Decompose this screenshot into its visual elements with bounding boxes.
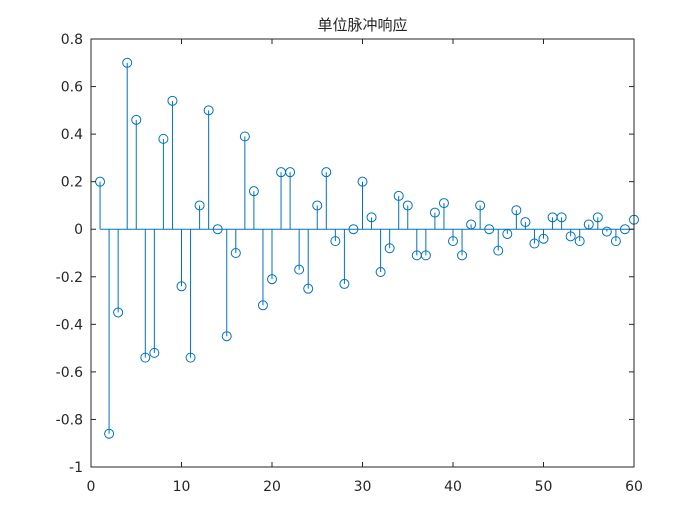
stem-marker <box>556 212 567 223</box>
stem-marker <box>493 245 504 256</box>
stem-marker <box>348 224 359 235</box>
stem-marker <box>158 133 169 144</box>
stem-marker <box>520 217 531 228</box>
stem-marker <box>393 190 404 201</box>
stem-marker <box>230 248 241 258</box>
stem-marker <box>601 226 612 237</box>
stem-marker <box>321 167 332 178</box>
stem-marker <box>212 224 223 235</box>
stem-marker <box>375 267 386 278</box>
y-tick-label: -0.4 <box>56 317 83 333</box>
stem-marker <box>104 428 115 439</box>
stem-marker <box>339 278 350 289</box>
x-tick-label: 40 <box>444 479 462 495</box>
y-tick-label: -1 <box>69 460 83 476</box>
stem-marker <box>366 212 377 223</box>
stem-marker <box>185 352 196 363</box>
stem-marker <box>267 274 277 285</box>
stem-marker <box>176 281 187 292</box>
x-tick-label: 30 <box>354 479 372 495</box>
stem-marker <box>457 250 468 261</box>
y-tick-label: 0.4 <box>61 127 83 143</box>
x-tick-label: 0 <box>87 479 96 495</box>
stem-marker <box>511 205 522 216</box>
stem-marker <box>538 233 549 244</box>
stem-marker <box>122 57 133 68</box>
x-tick-label: 60 <box>625 479 643 495</box>
stem-marker <box>140 352 151 363</box>
stem-marker <box>466 219 477 230</box>
stem-marker <box>303 283 314 294</box>
stem-marker <box>529 238 540 249</box>
y-tick-label: 0.6 <box>61 80 83 96</box>
stem-marker <box>294 264 305 275</box>
y-tick-label: 0.2 <box>61 175 83 191</box>
stem-marker <box>475 200 486 211</box>
y-tick-label: -0.8 <box>56 412 83 428</box>
y-tick-label: -0.6 <box>56 365 83 381</box>
stem-marker <box>610 236 621 247</box>
chart-title: 单位脉冲响应 <box>317 16 407 34</box>
stem-marker <box>248 186 259 197</box>
stem-marker <box>221 331 232 342</box>
stem-marker <box>239 131 250 142</box>
stem-marker <box>565 231 576 242</box>
y-tick-label: 0.8 <box>61 32 83 48</box>
stem-marker <box>330 236 341 247</box>
y-tick-label: 0 <box>74 222 83 238</box>
stem-marker <box>149 347 160 358</box>
stem-marker <box>448 236 458 247</box>
stem-marker <box>583 219 594 230</box>
stem-marker <box>484 224 495 235</box>
stem-marker <box>167 95 178 106</box>
stem-marker <box>402 200 413 211</box>
stem-marker <box>592 212 603 223</box>
y-tick-label: -0.2 <box>56 270 83 286</box>
stem-marker <box>574 236 585 247</box>
x-tick-label: 50 <box>535 479 553 495</box>
stem-marker <box>257 300 268 311</box>
stem-marker <box>429 207 440 218</box>
x-tick-label: 10 <box>173 479 191 495</box>
stem-marker <box>357 176 368 187</box>
stem-marker <box>420 250 431 261</box>
stem-marker <box>384 243 395 254</box>
stem-marker <box>502 228 513 239</box>
stem-marker <box>113 307 124 318</box>
stem-marker <box>194 200 205 211</box>
x-tick-label: 20 <box>263 479 281 495</box>
stem-marker <box>203 105 214 116</box>
stem-marker <box>438 198 449 209</box>
stem-marker <box>285 167 296 178</box>
stem-marker <box>312 200 323 211</box>
stem-marker <box>131 114 142 125</box>
